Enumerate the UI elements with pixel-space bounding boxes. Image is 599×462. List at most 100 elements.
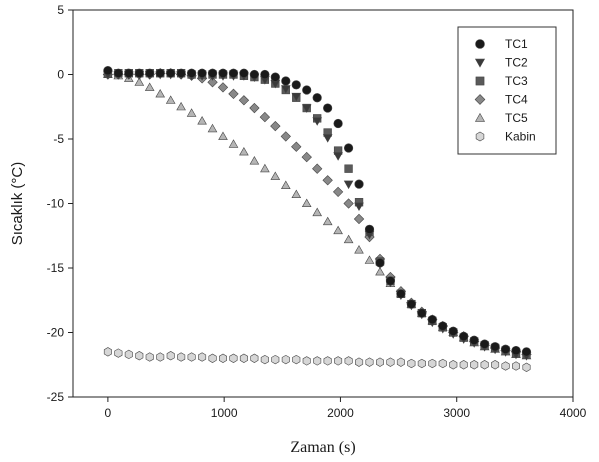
point-kabin	[135, 351, 144, 361]
point-tc5	[218, 131, 228, 140]
point-kabin	[407, 358, 416, 369]
point-tc1	[155, 68, 165, 78]
point-kabin	[103, 347, 112, 357]
point-kabin	[260, 354, 269, 365]
point-tc5	[186, 108, 197, 117]
point-tc1	[406, 299, 416, 309]
point-kabin	[428, 358, 437, 369]
point-tc1	[197, 68, 207, 78]
legend-box	[457, 26, 557, 155]
point-kabin	[208, 353, 217, 363]
point-tc2	[322, 134, 333, 143]
point-tc1	[459, 331, 469, 341]
y-tick-label: -5	[53, 132, 64, 146]
series-kabin	[103, 347, 531, 372]
point-kabin	[166, 351, 175, 361]
point-kabin	[124, 349, 133, 360]
point-tc5	[322, 216, 333, 226]
point-kabin	[386, 357, 395, 367]
legend-label-tc5: TC5	[505, 111, 528, 125]
legend-marker-tc5	[474, 112, 486, 122]
point-tc1	[187, 68, 197, 78]
point-tc5	[333, 225, 343, 235]
point-tc4	[343, 198, 354, 209]
point-tc5	[207, 123, 218, 133]
point-tc1	[103, 66, 113, 76]
point-kabin	[344, 356, 353, 366]
point-tc1	[291, 80, 301, 90]
point-tc1	[469, 335, 479, 345]
point-tc1	[343, 143, 354, 153]
point-kabin	[198, 352, 207, 362]
legend-marker-tc3	[475, 76, 485, 86]
point-tc1	[207, 68, 218, 78]
point-kabin	[323, 356, 332, 366]
point-tc4	[228, 88, 239, 100]
point-tc5	[165, 95, 176, 104]
point-tc5	[260, 163, 270, 173]
point-kabin	[491, 360, 500, 370]
point-tc1	[333, 118, 343, 129]
legend-label-kabin: Kabin	[505, 130, 536, 144]
point-tc4	[291, 141, 302, 152]
point-tc4	[353, 213, 365, 225]
point-tc4	[301, 151, 312, 163]
y-tick-label: 0	[57, 68, 64, 82]
point-tc1	[166, 68, 176, 78]
legend: TC1 TC2 TC3 TC4 TC5 Kabin	[457, 26, 557, 155]
x-tick-label: 0	[105, 406, 112, 420]
point-tc5	[375, 266, 385, 276]
point-tc5	[197, 115, 207, 125]
point-kabin	[271, 354, 280, 365]
point-tc4	[280, 131, 291, 142]
point-tc4	[312, 163, 323, 174]
point-kabin	[187, 352, 196, 362]
point-tc5	[176, 101, 186, 111]
point-tc1	[490, 342, 500, 352]
point-tc1	[134, 68, 144, 78]
point-tc2	[312, 117, 323, 126]
point-tc1	[364, 224, 375, 234]
point-tc5	[364, 255, 375, 264]
point-tc1	[249, 69, 259, 80]
point-tc5	[144, 82, 155, 91]
point-tc5	[280, 180, 291, 189]
point-kabin	[156, 352, 165, 362]
point-tc1	[302, 85, 312, 95]
point-tc1	[312, 93, 322, 103]
point-tc1	[145, 68, 155, 78]
point-tc5	[155, 88, 166, 98]
point-tc1	[323, 103, 333, 113]
point-tc4	[238, 95, 250, 106]
point-kabin	[449, 360, 458, 370]
point-tc1	[385, 276, 396, 286]
x-tick-label: 2000	[327, 406, 354, 420]
point-tc1	[511, 345, 521, 356]
point-tc1	[218, 68, 228, 78]
point-tc2	[354, 202, 364, 212]
y-tick-label: -10	[47, 197, 65, 211]
point-tc5	[228, 139, 239, 148]
y-tick-label: 5	[57, 3, 64, 17]
point-kabin	[334, 356, 343, 366]
point-tc1	[281, 76, 291, 86]
point-tc4	[249, 102, 260, 114]
legend-marker-tc4	[474, 94, 486, 105]
point-tc2	[301, 104, 312, 113]
x-tick-label: 3000	[443, 406, 470, 420]
point-tc1	[260, 69, 270, 80]
point-tc1	[375, 258, 385, 268]
point-kabin	[365, 357, 374, 367]
point-tc1	[448, 326, 458, 336]
point-kabin	[459, 360, 468, 370]
x-axis-label: Zaman (s)	[290, 439, 355, 456]
point-tc4	[207, 77, 218, 88]
point-tc1	[427, 315, 437, 325]
x-tick-label: 4000	[560, 406, 587, 420]
point-tc2	[333, 152, 343, 161]
y-tick-label: -20	[47, 326, 65, 340]
x-tick-label: 1000	[211, 406, 238, 420]
point-kabin	[313, 356, 322, 366]
point-tc2	[291, 92, 302, 102]
point-kabin	[145, 352, 154, 362]
